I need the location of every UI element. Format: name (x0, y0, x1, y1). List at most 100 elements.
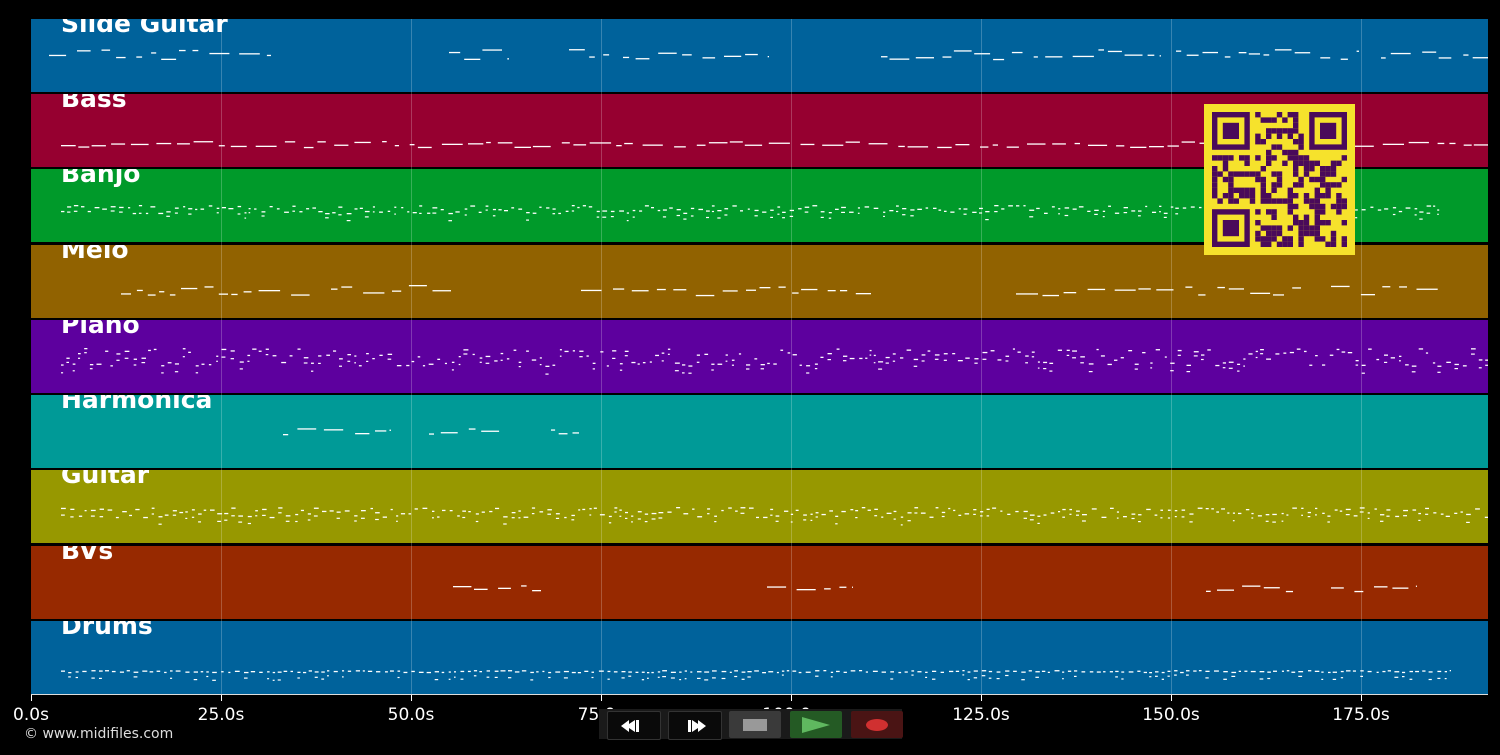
note (1074, 142, 1080, 145)
note (690, 671, 693, 673)
note (1156, 289, 1174, 291)
note (1062, 671, 1065, 673)
note (389, 429, 391, 431)
note (150, 206, 156, 208)
note (883, 211, 886, 213)
note (141, 357, 146, 359)
note (850, 509, 854, 511)
note (498, 209, 502, 211)
rewind-button[interactable] (607, 711, 661, 740)
note (651, 671, 654, 674)
note (1272, 521, 1276, 523)
note (464, 214, 467, 216)
note (394, 213, 396, 215)
note (985, 219, 989, 221)
tick-mark (981, 695, 982, 701)
qr-module (1255, 236, 1261, 242)
note (1089, 671, 1094, 673)
note (711, 210, 714, 213)
note (981, 670, 987, 672)
note (1250, 670, 1256, 673)
note (555, 671, 561, 673)
qr-module (1222, 166, 1229, 172)
note (325, 213, 330, 215)
note (608, 522, 612, 524)
qr-module (1293, 220, 1299, 226)
note (460, 678, 464, 680)
note (1150, 362, 1153, 364)
qr-module (1330, 171, 1337, 177)
note (616, 145, 622, 147)
tick-mark (791, 695, 792, 701)
qr-module (1330, 182, 1337, 188)
note (1069, 513, 1072, 515)
note (272, 679, 275, 681)
track-harmonica: Harmonica (31, 395, 1488, 468)
note (1332, 671, 1337, 673)
note (372, 358, 375, 360)
note (311, 370, 314, 372)
note (1115, 670, 1119, 673)
note (193, 141, 214, 143)
note (1466, 521, 1470, 523)
qr-module (1287, 225, 1293, 231)
qr-module (1330, 236, 1337, 242)
note (269, 206, 273, 208)
track-piano: Piano (31, 320, 1488, 393)
note (1403, 509, 1408, 512)
qr-module (1276, 171, 1283, 177)
note (1193, 351, 1199, 353)
note (107, 509, 113, 511)
note (1029, 519, 1034, 521)
note (297, 671, 301, 673)
note (843, 355, 848, 357)
note (1292, 507, 1297, 509)
note (334, 144, 349, 146)
note (500, 352, 504, 355)
note (1238, 512, 1242, 515)
note (218, 145, 225, 147)
note (810, 513, 813, 515)
note (1037, 522, 1040, 524)
note (448, 220, 452, 222)
note (102, 208, 107, 210)
note (1066, 354, 1070, 356)
fast-forward-button[interactable] (668, 711, 722, 740)
tick-mark (221, 695, 222, 701)
note (592, 368, 595, 370)
stop-button[interactable] (729, 711, 781, 738)
note (937, 146, 952, 149)
note (1170, 362, 1175, 364)
note (1062, 508, 1066, 511)
note (789, 209, 794, 212)
note (635, 671, 639, 673)
record-button[interactable] (851, 711, 903, 738)
note (789, 215, 794, 217)
note (929, 516, 934, 518)
note (332, 212, 336, 214)
note (1454, 368, 1458, 370)
note (619, 515, 622, 517)
note (1425, 507, 1429, 510)
note (1160, 509, 1163, 511)
track-label-banjo: Banjo (61, 169, 141, 188)
note (1426, 205, 1432, 207)
note (1425, 513, 1429, 515)
qr-module (1222, 155, 1229, 161)
note (1380, 520, 1384, 522)
note (164, 671, 167, 674)
qr-module (1314, 236, 1320, 242)
note (1446, 361, 1451, 363)
note (143, 516, 148, 519)
note (1107, 50, 1122, 53)
note (696, 144, 706, 146)
note (589, 514, 592, 516)
note (631, 361, 636, 364)
note (992, 144, 998, 146)
play-button[interactable] (790, 711, 842, 738)
note (1174, 510, 1178, 512)
note (462, 516, 466, 519)
note (907, 146, 929, 148)
note (1433, 205, 1436, 207)
